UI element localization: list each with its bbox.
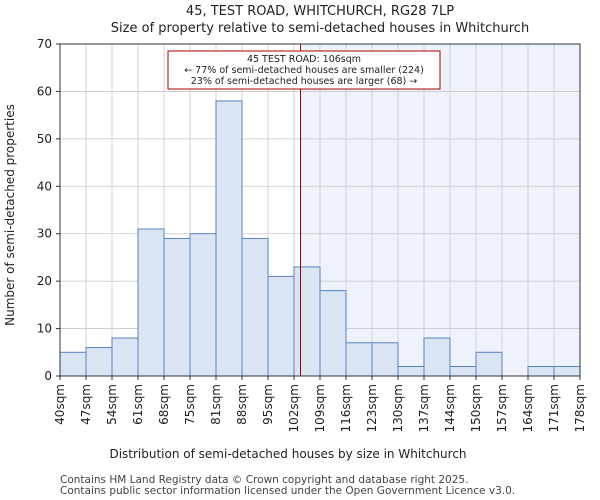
annotation-box bbox=[167, 50, 441, 90]
y-axis: 0 10 20 30 40 50 60 70 bbox=[37, 37, 60, 383]
bar-123sqm bbox=[371, 342, 399, 377]
footer-copyright: Contains HM Land Registry data © Crown c… bbox=[60, 474, 469, 486]
bar-116sqm bbox=[345, 342, 373, 377]
annotation-line-1: 45 TEST ROAD: 106sqm bbox=[247, 54, 361, 65]
x-tick-label-81sqm: 81sqm bbox=[209, 384, 223, 425]
x-tick-label-88sqm: 88sqm bbox=[235, 384, 249, 425]
x-tick-label-68sqm: 68sqm bbox=[157, 384, 171, 425]
x-tick-label-95sqm: 95sqm bbox=[261, 384, 275, 425]
chart-title: 45, TEST ROAD, WHITCHURCH, RG28 7LP bbox=[186, 4, 454, 19]
bar-40sqm bbox=[59, 351, 87, 377]
y-tick-label-20: 20 bbox=[37, 274, 52, 288]
y-tick-label-0: 0 bbox=[44, 369, 52, 383]
x-tick-label-144sqm: 144sqm bbox=[443, 384, 457, 432]
bar-88sqm bbox=[241, 237, 269, 377]
bar-54sqm bbox=[111, 337, 139, 377]
bar-81sqm bbox=[215, 100, 243, 377]
x-tick-label-102sqm: 102sqm bbox=[287, 384, 301, 432]
bar-68sqm bbox=[163, 237, 191, 377]
y-tick-label-40: 40 bbox=[37, 179, 52, 193]
x-tick-label-54sqm: 54sqm bbox=[105, 384, 119, 425]
bar-109sqm bbox=[319, 290, 347, 377]
y-tick-label-50: 50 bbox=[37, 132, 52, 146]
x-tick-label-178sqm: 178sqm bbox=[573, 384, 587, 432]
x-axis: 40sqm 47sqm 54sqm 61sqm 68sqm 75sqm 81sqm 88sqm… bbox=[53, 376, 587, 432]
highlight-region bbox=[300, 44, 580, 376]
bar-130sqm bbox=[397, 366, 425, 377]
bar-171sqm bbox=[553, 366, 581, 377]
x-tick-label-75sqm: 75sqm bbox=[183, 384, 197, 425]
bar-61sqm bbox=[137, 228, 165, 377]
x-tick-label-164sqm: 164sqm bbox=[521, 384, 535, 432]
bar-137sqm bbox=[423, 337, 451, 377]
bar-102sqm bbox=[293, 266, 321, 377]
x-tick-label-150sqm: 150sqm bbox=[469, 384, 483, 432]
annotation-line-2: ← 77% of semi-detached houses are smalle… bbox=[184, 65, 424, 76]
bar-164sqm bbox=[527, 366, 555, 377]
x-tick-label-123sqm: 123sqm bbox=[365, 384, 379, 432]
x-tick-label-40sqm: 40sqm bbox=[53, 384, 67, 425]
x-tick-label-130sqm: 130sqm bbox=[391, 384, 405, 432]
bar-150sqm bbox=[475, 351, 503, 377]
x-tick-label-61sqm: 61sqm bbox=[131, 384, 145, 425]
bar-47sqm bbox=[85, 347, 113, 377]
x-tick-label-171sqm: 171sqm bbox=[547, 384, 561, 432]
x-tick-label-47sqm: 47sqm bbox=[79, 384, 93, 425]
footer-licence: Contains public sector information licen… bbox=[60, 485, 516, 497]
x-tick-label-137sqm: 137sqm bbox=[417, 384, 431, 432]
bars bbox=[59, 100, 581, 377]
bar-75sqm bbox=[189, 233, 217, 377]
y-tick-label-70: 70 bbox=[37, 37, 52, 51]
annotation-line-3: 23% of semi-detached houses are larger (… bbox=[191, 76, 418, 87]
x-tick-label-116sqm: 116sqm bbox=[339, 384, 353, 432]
y-tick-label-30: 30 bbox=[37, 227, 52, 241]
x-tick-label-157sqm: 157sqm bbox=[495, 384, 509, 432]
bar-144sqm bbox=[449, 366, 477, 377]
y-axis-label: Number of semi-detached properties bbox=[3, 104, 17, 326]
bar-95sqm bbox=[267, 275, 295, 377]
x-tick-label-109sqm: 109sqm bbox=[313, 384, 327, 432]
chart-subtitle: Size of property relative to semi-detach… bbox=[111, 21, 529, 36]
y-tick-label-10: 10 bbox=[37, 322, 52, 336]
y-tick-label-60: 60 bbox=[37, 84, 52, 98]
chart: 45, TEST ROAD, WHITCHURCH, RG28 7LP Size… bbox=[3, 4, 587, 461]
x-axis-label: Distribution of semi-detached houses by … bbox=[109, 447, 466, 461]
